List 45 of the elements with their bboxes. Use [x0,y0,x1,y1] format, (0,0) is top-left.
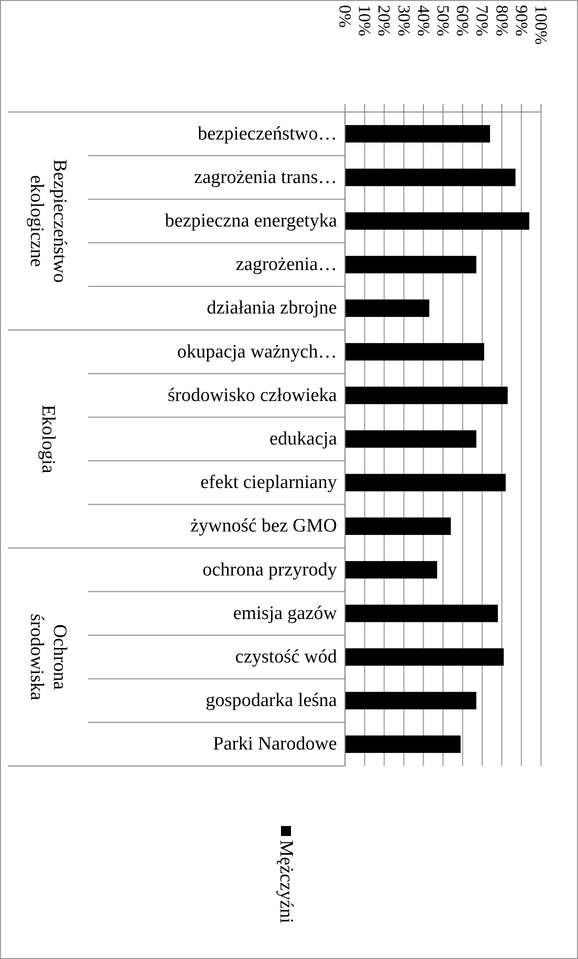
y-tick-label: emisja gazów [233,602,338,624]
x-tick-label: 90% [512,5,531,36]
text: Ochrona środowiska [26,614,70,701]
y-tick-label: żywność bez GMO [190,516,337,537]
text: Bezpieczeństwo ekologiczne [26,159,70,283]
x-tick-label: 80% [492,5,512,36]
bar [345,692,476,710]
y-tick-label: środowisko człowieka [168,384,338,406]
y-tick-label: bezpieczna energetyka [164,210,338,232]
y-tick-label: czystość wód [235,646,338,668]
y-tick-label: zagrożenia trans… [194,166,337,188]
y-tick-label: okupacja ważnych… [177,341,337,362]
x-tick-label: 60% [453,5,472,36]
bar [345,386,508,404]
bar [345,517,451,535]
bar [345,256,476,274]
x-tick-label: 50% [434,5,452,36]
x-tick-label: 10% [355,5,374,36]
x-tick-label: 70% [472,5,492,36]
x-tick-label: 40% [414,5,433,36]
x-tick-label: 0% [336,5,354,28]
bar [345,430,476,448]
y-tick-label: działania zbrojne [206,298,337,319]
bar [345,168,516,186]
bar [345,474,506,492]
bar [345,604,498,622]
text: Ekologia [38,404,58,474]
x-tick-label: 20% [374,5,394,36]
bar [345,561,438,579]
legend-label: Mężczyźni [276,840,296,924]
x-tick-label: 30% [394,5,414,36]
bar [345,212,530,230]
bar [345,735,461,753]
y-tick-label: Parki Narodowe [213,734,337,755]
y-tick-label: ochrona przyrody [202,559,338,580]
y-tick-label: efekt cieplarniany [200,472,338,494]
bar [345,125,490,143]
y-tick-label: edukacja [269,428,338,450]
y-tick-label: bezpieczeństwo… [198,123,337,144]
bar [345,299,430,317]
bar [345,648,504,666]
x-tick-label: 100% [532,5,550,45]
y-tick-label: zagrożenia… [236,254,337,276]
bar [345,343,484,361]
y-tick-label: gospodarka leśna [206,690,338,712]
